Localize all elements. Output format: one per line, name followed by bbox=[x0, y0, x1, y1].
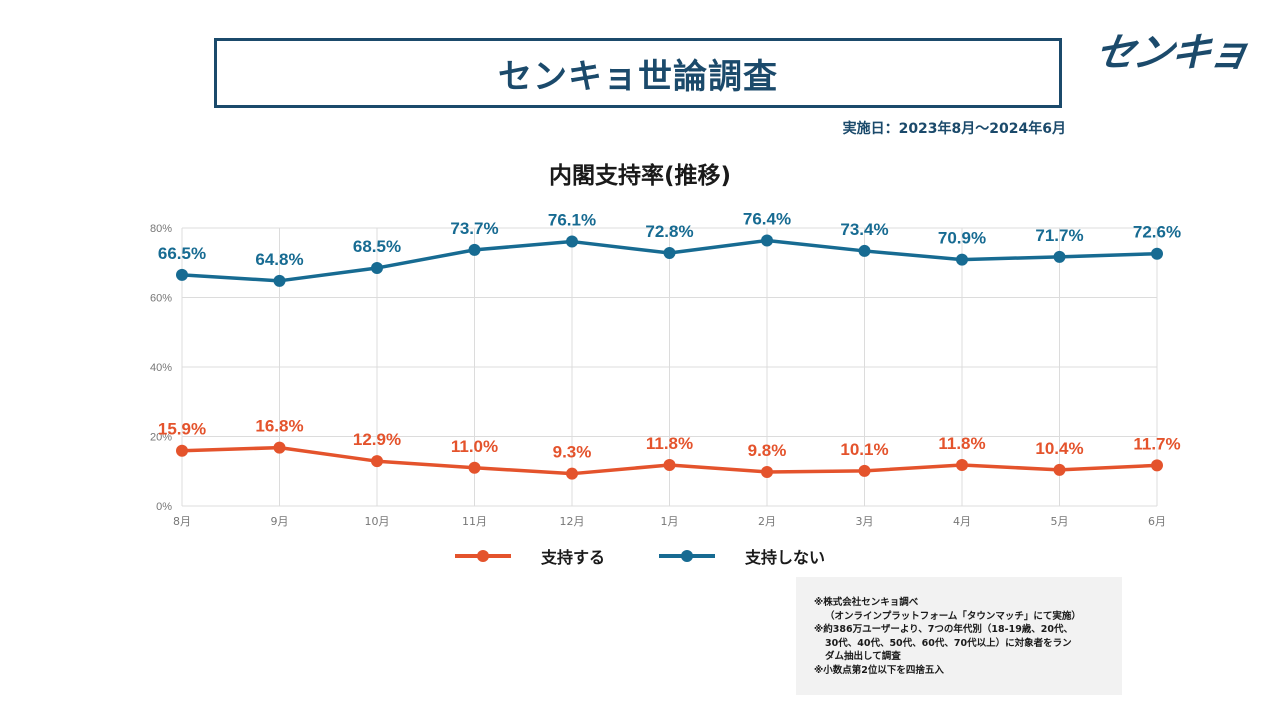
legend-swatch-support bbox=[454, 550, 511, 562]
data-label: 64.8% bbox=[255, 250, 303, 269]
note-line: ダム抽出して調査 bbox=[825, 651, 901, 663]
data-point bbox=[956, 253, 968, 266]
data-point bbox=[566, 235, 578, 248]
x-tick-label: 10月 bbox=[365, 515, 390, 528]
data-point bbox=[273, 274, 286, 287]
data-point bbox=[858, 244, 871, 257]
data-point bbox=[663, 247, 676, 260]
data-label: 12.9% bbox=[353, 430, 401, 449]
note-line: 30代、40代、50代、60代、70代以上）に対象者をラン bbox=[825, 637, 1072, 649]
data-label: 72.6% bbox=[1133, 223, 1181, 242]
chart-title: 内閣支持率(推移) bbox=[548, 163, 732, 189]
data-point bbox=[371, 455, 383, 468]
data-label: 73.7% bbox=[450, 219, 498, 238]
notes-box: ※株式会社センキョ調べ （オンラインプラットフォーム「タウンマッチ」にて実施） … bbox=[796, 577, 1122, 695]
data-point bbox=[956, 458, 968, 471]
legend-label-support: 支持する bbox=[540, 548, 605, 567]
data-point bbox=[1053, 463, 1066, 476]
legend-item-support: 支持する bbox=[454, 544, 605, 568]
note-line: ※株式会社センキョ調べ bbox=[814, 597, 919, 608]
data-label: 9.3% bbox=[553, 443, 592, 462]
data-label: 72.8% bbox=[645, 222, 693, 241]
legend-swatch-oppose bbox=[659, 550, 715, 562]
y-tick-label: 0% bbox=[156, 501, 172, 513]
data-point bbox=[858, 464, 871, 477]
x-tick-label: 8月 bbox=[173, 515, 191, 528]
x-tick-label: 11月 bbox=[462, 515, 487, 528]
data-label: 76.4% bbox=[743, 210, 791, 229]
data-point bbox=[176, 268, 188, 281]
data-label: 70.9% bbox=[938, 229, 986, 248]
data-label: 11.7% bbox=[1133, 434, 1180, 453]
y-tick-label: 60% bbox=[150, 293, 172, 305]
data-label: 11.0% bbox=[451, 437, 498, 456]
legend-label-oppose: 支持しない bbox=[745, 548, 826, 567]
x-tick-label: 6月 bbox=[1148, 515, 1166, 528]
data-point bbox=[761, 465, 773, 478]
page-title: センキョ世論調査 bbox=[498, 56, 778, 97]
data-label: 10.4% bbox=[1035, 439, 1083, 458]
y-tick-label: 80% bbox=[150, 223, 172, 235]
data-label: 76.1% bbox=[548, 211, 596, 230]
chart-legend: 支持する 支持しない bbox=[0, 544, 1280, 568]
data-label: 15.9% bbox=[158, 420, 206, 439]
data-label: 71.7% bbox=[1035, 226, 1083, 245]
x-tick-label: 1月 bbox=[661, 515, 679, 528]
note-line: （オンラインプラットフォーム「タウンマッチ」にて実施） bbox=[825, 610, 1081, 622]
data-label: 16.8% bbox=[255, 417, 303, 436]
x-tick-label: 12月 bbox=[560, 515, 585, 528]
x-tick-label: 9月 bbox=[271, 515, 289, 528]
data-point bbox=[1151, 459, 1163, 472]
x-tick-label: 3月 bbox=[856, 515, 874, 528]
data-point bbox=[566, 467, 578, 480]
line-chart: 0% 20% 40% 60% 80% 8月 9月 10月 11月 12月 1月 2月 3月 4月 5月 6月 6… bbox=[150, 210, 1181, 528]
data-label: 73.4% bbox=[840, 220, 888, 239]
data-point bbox=[273, 441, 286, 454]
data-point bbox=[761, 234, 773, 247]
data-label: 68.5% bbox=[353, 237, 401, 256]
y-tick-label: 40% bbox=[150, 362, 172, 374]
data-label: 9.8% bbox=[748, 441, 787, 460]
data-label: 10.1% bbox=[840, 440, 888, 459]
x-tick-label: 2月 bbox=[758, 515, 776, 528]
x-tick-label: 4月 bbox=[953, 515, 971, 528]
note-line: ※約386万ユーザーより、7つの年代別（18-19歳、20代、 bbox=[814, 624, 1074, 636]
data-label: 11.8% bbox=[938, 434, 985, 453]
note-line: ※小数点第2位以下を四捨五入 bbox=[814, 664, 944, 676]
data-point bbox=[663, 458, 676, 471]
data-label: 11.8% bbox=[646, 434, 693, 453]
data-point bbox=[176, 444, 188, 457]
data-point bbox=[1053, 250, 1066, 263]
legend-item-oppose: 支持しない bbox=[659, 544, 825, 568]
survey-date: 実施日：2023年8月〜2024年6月 bbox=[842, 121, 1066, 137]
y-tick-label: 20% bbox=[150, 432, 172, 444]
data-point bbox=[468, 243, 481, 256]
x-tick-label: 5月 bbox=[1051, 515, 1069, 528]
data-label: 66.5% bbox=[158, 244, 206, 263]
data-point bbox=[468, 461, 481, 474]
data-point bbox=[371, 261, 383, 274]
data-point bbox=[1151, 247, 1163, 260]
title-box: センキョ世論調査 bbox=[214, 38, 1062, 108]
